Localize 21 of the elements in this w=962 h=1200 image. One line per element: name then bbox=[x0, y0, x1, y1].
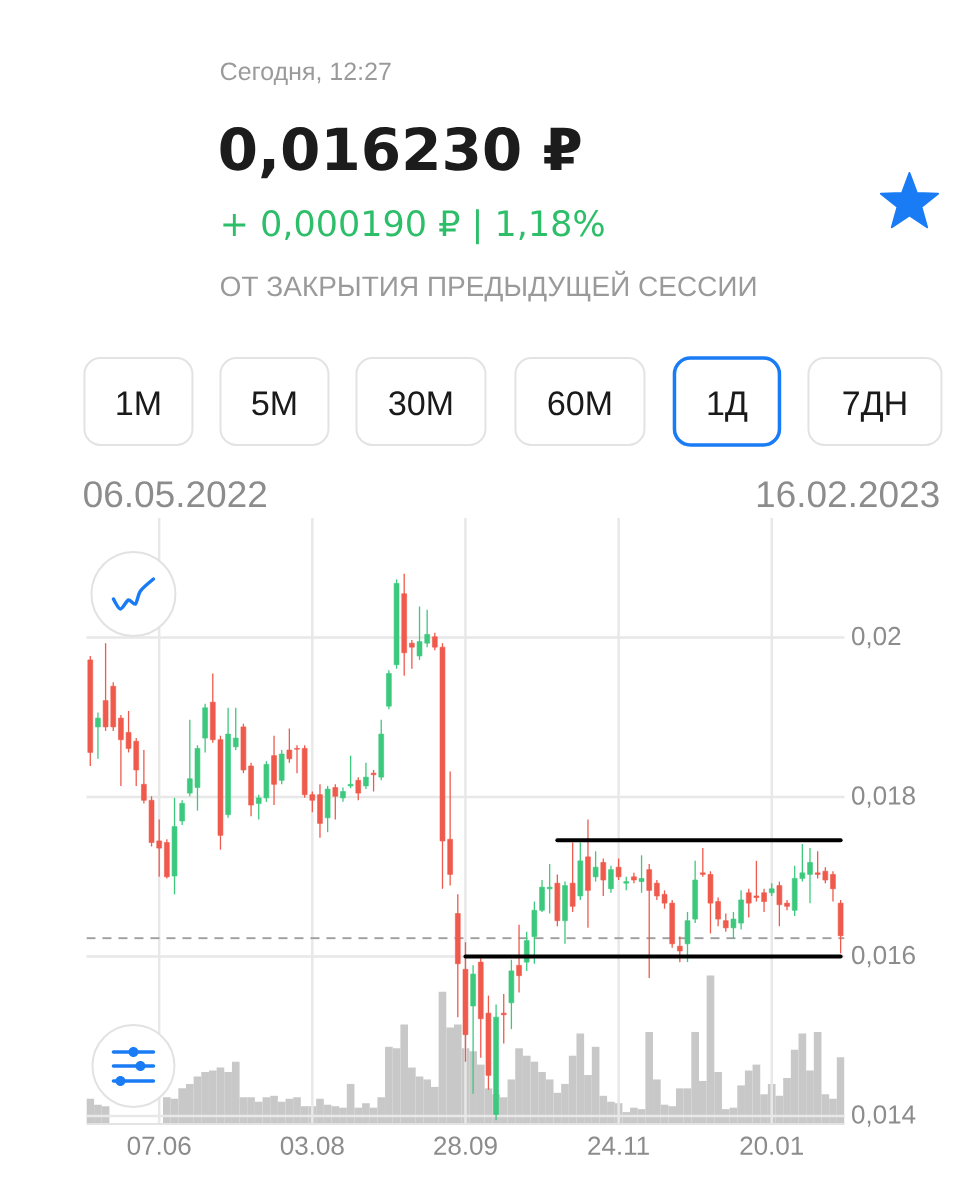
x-tick-label: 07.06 bbox=[127, 1136, 191, 1155]
y-tick-label: 0,018 bbox=[851, 786, 915, 808]
x-tick-label: 28.09 bbox=[434, 1136, 497, 1155]
chart-title: 0,016230 ₽ bbox=[220, 126, 581, 179]
x-tick-label: 20.01 bbox=[740, 1136, 803, 1155]
x-tick-label: 24.11 bbox=[588, 1136, 649, 1155]
text: 16.02.2023 bbox=[757, 481, 939, 508]
text: 60М bbox=[548, 391, 611, 416]
y-tick-label: 0,014 bbox=[851, 1105, 916, 1127]
chart-subtitle: + 0,000190 ₽ | 1,18% bbox=[223, 209, 604, 245]
text: 1Д bbox=[708, 391, 748, 422]
text: Сегодня, 12:27 bbox=[220, 62, 391, 85]
text: 06.05.2022 bbox=[83, 481, 266, 508]
text: 30М bbox=[388, 391, 452, 416]
text: ОТ ЗАКРЫТИЯ ПРЕДЫДУЩЕЙ СЕССИИ bbox=[220, 270, 756, 302]
x-tick-label: 03.08 bbox=[280, 1136, 344, 1155]
text: 1М bbox=[117, 391, 160, 415]
text: 7ДН bbox=[843, 391, 906, 422]
text: 5М bbox=[251, 391, 296, 416]
y-tick-label: 0,016 bbox=[851, 945, 915, 968]
y-tick-label: 0,02 bbox=[851, 626, 901, 649]
